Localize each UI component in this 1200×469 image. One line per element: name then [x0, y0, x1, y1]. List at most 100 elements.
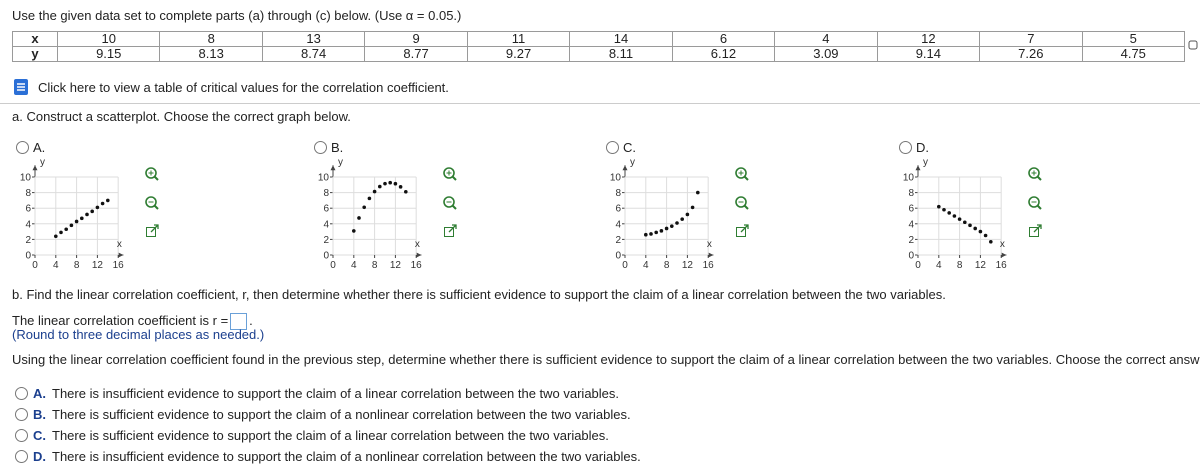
radio-button[interactable]	[15, 408, 28, 421]
answer-option: C. There is sufficient evidence to suppor…	[33, 428, 609, 443]
radio-button[interactable]	[606, 141, 619, 154]
option-text: There is sufficient evidence to support …	[52, 407, 631, 422]
radio-button[interactable]	[15, 387, 28, 400]
radio-button[interactable]	[16, 141, 29, 154]
option-label: D.	[916, 140, 929, 155]
answer-input[interactable]	[230, 313, 248, 331]
x-tick-label: 0	[915, 260, 921, 270]
row-header: x	[12, 31, 58, 47]
zoom-out-icon[interactable]	[443, 196, 457, 210]
data-point	[690, 205, 695, 210]
zoom-in-icon[interactable]	[735, 167, 749, 181]
y-tick-label: 2	[615, 235, 621, 246]
scatterplot: 0 2 4 6 8 10 0 4 8 12 16 x y	[318, 158, 457, 270]
y-tick-label: 2	[25, 235, 31, 246]
option-label: B.	[33, 407, 46, 422]
data-point	[644, 232, 648, 237]
option-text: There is insufficient evidence to suppor…	[52, 449, 641, 464]
data-point	[372, 189, 377, 194]
data-point	[952, 214, 957, 218]
option-text: There is sufficient evidence to support …	[52, 428, 609, 443]
table-cell: 9.27	[466, 46, 571, 62]
zoom-in-icon[interactable]	[443, 167, 457, 181]
zoom-in-icon[interactable]	[1028, 167, 1042, 181]
data-point	[957, 217, 962, 221]
x-tick-label: 4	[53, 260, 59, 270]
answer-option: D. There is insufficient evidence to supp…	[33, 449, 641, 464]
zoom-out-icon[interactable]	[145, 196, 159, 210]
y-tick-label: 4	[25, 219, 31, 230]
y-tick-label: 6	[323, 204, 329, 215]
y-arrow	[330, 165, 336, 171]
data-point	[942, 207, 946, 212]
x-tick-label: 12	[390, 260, 402, 270]
y-tick-label: 10	[903, 173, 915, 184]
data-point	[398, 185, 403, 189]
table-cell: 12	[876, 31, 981, 47]
radio-button[interactable]	[15, 450, 28, 463]
critical-values-link[interactable]: Click here to view a table of critical v…	[38, 80, 449, 95]
answer-label: The linear correlation coefficient is r …	[12, 313, 229, 328]
data-point	[378, 184, 382, 189]
table-cell: 3.09	[774, 46, 878, 62]
table-cell: 6	[671, 31, 776, 47]
data-point	[64, 227, 68, 232]
x-tick-label: 16	[411, 260, 423, 270]
hint: (Round to three decimal places as needed…	[12, 327, 265, 342]
y-tick-label: 0	[323, 251, 329, 262]
scatterplot: 0 2 4 6 8 10 0 4 8 12 16 x y	[903, 158, 1042, 270]
x-tick-label: 0	[32, 260, 38, 270]
data-point	[404, 189, 408, 194]
radio-button[interactable]	[314, 141, 327, 154]
data-point	[937, 204, 941, 209]
pop-out-icon[interactable]	[736, 224, 749, 237]
zoom-out-icon[interactable]	[1028, 196, 1042, 210]
x-tick-label: 16	[996, 260, 1008, 270]
y-tick-label: 8	[25, 188, 31, 199]
table-cell: 9.14	[876, 46, 981, 62]
y-tick-label: 0	[25, 251, 31, 262]
separator	[0, 103, 1200, 104]
pop-out-icon[interactable]	[1029, 224, 1042, 237]
x-tick-label: 8	[372, 260, 378, 270]
answer-prompt: The linear correlation coefficient is r …	[12, 313, 253, 331]
link-icon[interactable]	[14, 79, 30, 96]
x-tick-label: 12	[92, 260, 104, 270]
zoom-out-icon[interactable]	[735, 196, 749, 210]
table-cell: 6.12	[671, 46, 776, 62]
x-tick-label: 4	[936, 260, 942, 270]
data-point	[59, 230, 63, 235]
pop-out-icon[interactable]	[146, 224, 159, 237]
answer-suffix: .	[249, 313, 253, 328]
y-tick-label: 0	[615, 251, 621, 262]
x-axis-label: x	[415, 239, 420, 250]
table-cell: 4.75	[1081, 46, 1186, 62]
pop-out-icon[interactable]	[444, 224, 457, 237]
data-point	[680, 217, 684, 221]
data-table: x 10 8 13 9 11 14 6 4 12 7 5 y 9.15 8.13 8.74 8.77 9.27 8.…	[12, 31, 1186, 62]
table-cell: 5	[1081, 31, 1186, 47]
y-tick-label: 10	[20, 173, 32, 184]
x-tick-label: 8	[664, 260, 670, 270]
y-arrow	[32, 165, 38, 171]
data-point	[80, 216, 84, 221]
x-axis-label: x	[1000, 239, 1005, 250]
table-row: x 10 8 13 9 11 14 6 4 12 7 5	[12, 31, 1186, 47]
radio-button[interactable]	[15, 429, 28, 442]
edit-icon[interactable]	[1188, 40, 1198, 50]
y-tick-label: 10	[610, 173, 622, 184]
radio-button[interactable]	[899, 141, 912, 154]
option-label: A.	[33, 140, 46, 155]
y-tick-label: 4	[323, 219, 329, 230]
data-point	[659, 229, 664, 233]
table-cell: 8.13	[159, 46, 263, 62]
y-axis-label: y	[630, 158, 635, 168]
data-point	[393, 181, 398, 186]
y-tick-label: 8	[615, 188, 621, 199]
zoom-in-icon[interactable]	[145, 167, 159, 181]
y-tick-label: 8	[323, 188, 329, 199]
option-label: B.	[331, 140, 344, 155]
table-cell: 10	[56, 31, 161, 47]
data-point	[357, 216, 361, 220]
